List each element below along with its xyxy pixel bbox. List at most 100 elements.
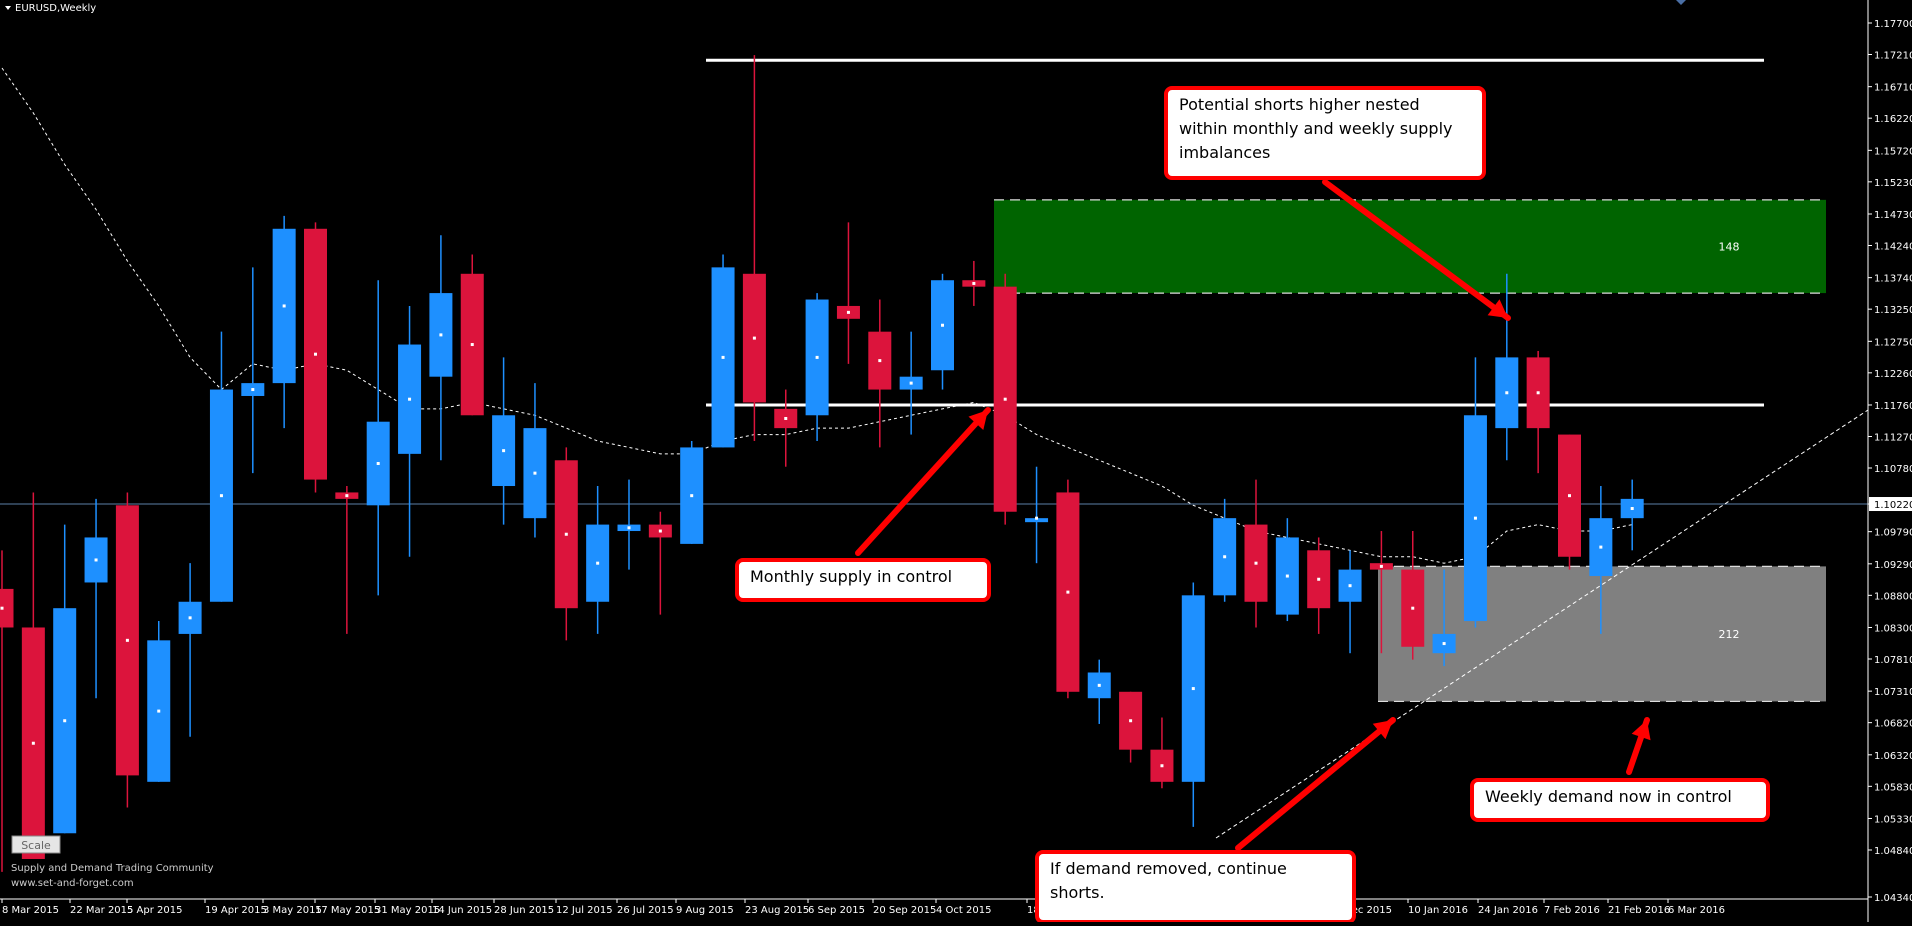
current-price-tag: [1869, 497, 1912, 512]
candle: [868, 299, 892, 448]
annotation-potential-shorts[interactable]: Potential shorts higher nested within mon…: [1164, 86, 1486, 180]
candle-midpoint: [1568, 494, 1571, 498]
price-tick-label: 1.12750: [1874, 337, 1912, 348]
candle: [1181, 582, 1205, 827]
candle: [1369, 531, 1393, 654]
candle-midpoint: [533, 471, 537, 475]
candle: [1275, 518, 1299, 622]
candle: [1338, 550, 1362, 654]
candle-midpoint: [439, 333, 443, 337]
time-tick-label: 5 Apr 2015: [127, 905, 182, 916]
time-tick-label: 8 Mar 2015: [2, 905, 59, 916]
candle-midpoint: [878, 359, 882, 363]
price-tick-label: 1.17210: [1874, 51, 1912, 62]
time-tick-label: 7 Feb 2016: [1544, 905, 1600, 916]
scale-button-bg[interactable]: [11, 835, 61, 854]
annotation-weekly-demand-text-line: Weekly demand now in control: [1485, 787, 1732, 806]
dropdown-triangle-icon[interactable]: [5, 6, 11, 10]
candle-midpoint: [470, 343, 474, 347]
annotation-monthly-supply[interactable]: Monthly supply in control: [735, 558, 991, 602]
time-tick-label: 9 Aug 2015: [676, 905, 734, 916]
candle: [21, 492, 45, 859]
candle-midpoint: [1379, 564, 1383, 568]
arrow-monthly-supply-shaft: [855, 407, 991, 556]
candle: [1150, 717, 1174, 789]
candle-midpoint: [1129, 719, 1133, 723]
candle-midpoint: [282, 304, 286, 308]
candle-midpoint: [1097, 683, 1101, 687]
candle: [147, 621, 171, 782]
candle: [774, 389, 798, 467]
candle-midpoint: [1599, 545, 1603, 549]
footer-community-text: Supply and Demand Trading Community: [11, 863, 214, 874]
time-tick-label: Dec 2015: [1344, 905, 1392, 916]
candle-midpoint: [941, 323, 944, 327]
price-tick-label: 1.14730: [1874, 210, 1912, 221]
candle: [1213, 498, 1237, 602]
candle: [209, 331, 233, 602]
annotation-monthly-supply-text-line: Monthly supply in control: [750, 567, 952, 586]
arrow-weekly-demand: [1626, 717, 1651, 775]
candle-midpoint: [752, 336, 756, 340]
price-tick-label: 1.17700: [1874, 19, 1912, 30]
arrow-demand-removed-shaft: [1235, 717, 1396, 851]
candle-midpoint: [815, 355, 819, 359]
candle: [1495, 273, 1519, 461]
candle-midpoint: [0, 606, 4, 610]
levels-layer: [0, 58, 1868, 505]
candle-midpoint: [1191, 687, 1195, 691]
time-tick-label: 6 Sep 2015: [808, 905, 865, 916]
annotation-weekly-demand[interactable]: Weekly demand now in control: [1470, 778, 1770, 822]
candle-midpoint: [1505, 391, 1509, 395]
candle: [429, 235, 453, 461]
trendline-layer: [1215, 409, 1869, 839]
scale-button-label[interactable]: Scale: [21, 839, 51, 852]
candle-midpoint: [627, 526, 631, 530]
price-tick-label: 1.09290: [1874, 560, 1912, 571]
shift-marker-icon[interactable]: [1676, 0, 1686, 5]
candle: [304, 222, 327, 493]
price-tick-label: 1.11270: [1874, 432, 1912, 443]
supply-zone-label: 148: [1719, 240, 1740, 253]
candle: [617, 479, 641, 570]
candle-midpoint: [188, 616, 192, 620]
footer-website-text: www.set-and-forget.com: [11, 878, 134, 889]
candle: [272, 215, 296, 429]
scale-button[interactable]: Scale: [11, 835, 61, 854]
price-tick-label: 1.09790: [1874, 528, 1912, 539]
candle: [241, 267, 265, 474]
candle: [1432, 569, 1456, 667]
candle: [366, 280, 390, 596]
candle: [84, 498, 108, 699]
candle-midpoint: [1035, 516, 1039, 520]
candle-midpoint: [596, 561, 600, 565]
time-tick-label: 28 Jun 2015: [494, 905, 554, 916]
candle: [1119, 691, 1143, 763]
candle-midpoint: [1223, 555, 1227, 559]
demand-zone-label: 212: [1719, 628, 1740, 641]
candles-layer: [0, 55, 1644, 872]
candle: [805, 293, 829, 441]
annotation-monthly-supply-frame: [735, 558, 991, 602]
time-tick-label: 19 Apr 2015: [205, 905, 267, 916]
candle-midpoint: [1442, 642, 1446, 646]
price-tick-label: 1.05330: [1874, 814, 1912, 825]
ui-layer[interactable]: EURUSD,Weekly Scale Supply and Demand Trad…: [5, 0, 1686, 889]
candle: [648, 511, 672, 615]
candle-body: [0, 588, 14, 628]
annotations-layer[interactable]: Potential shorts higher nested within mon…: [735, 86, 1770, 924]
arrow-demand-removed-head: [1372, 720, 1393, 740]
candle-midpoint: [31, 741, 35, 745]
price-tick-label: 1.04340: [1874, 893, 1912, 904]
price-tick-label: 1.08300: [1874, 623, 1912, 634]
candle-midpoint: [314, 352, 317, 356]
annotation-demand-removed[interactable]: If demand removed, continue shorts.: [1035, 850, 1356, 924]
candle-midpoint: [909, 381, 913, 385]
candle-midpoint: [1348, 584, 1352, 588]
candle-midpoint: [1066, 590, 1070, 594]
candle: [1401, 531, 1425, 660]
price-tick-label: 1.08800: [1874, 591, 1912, 602]
